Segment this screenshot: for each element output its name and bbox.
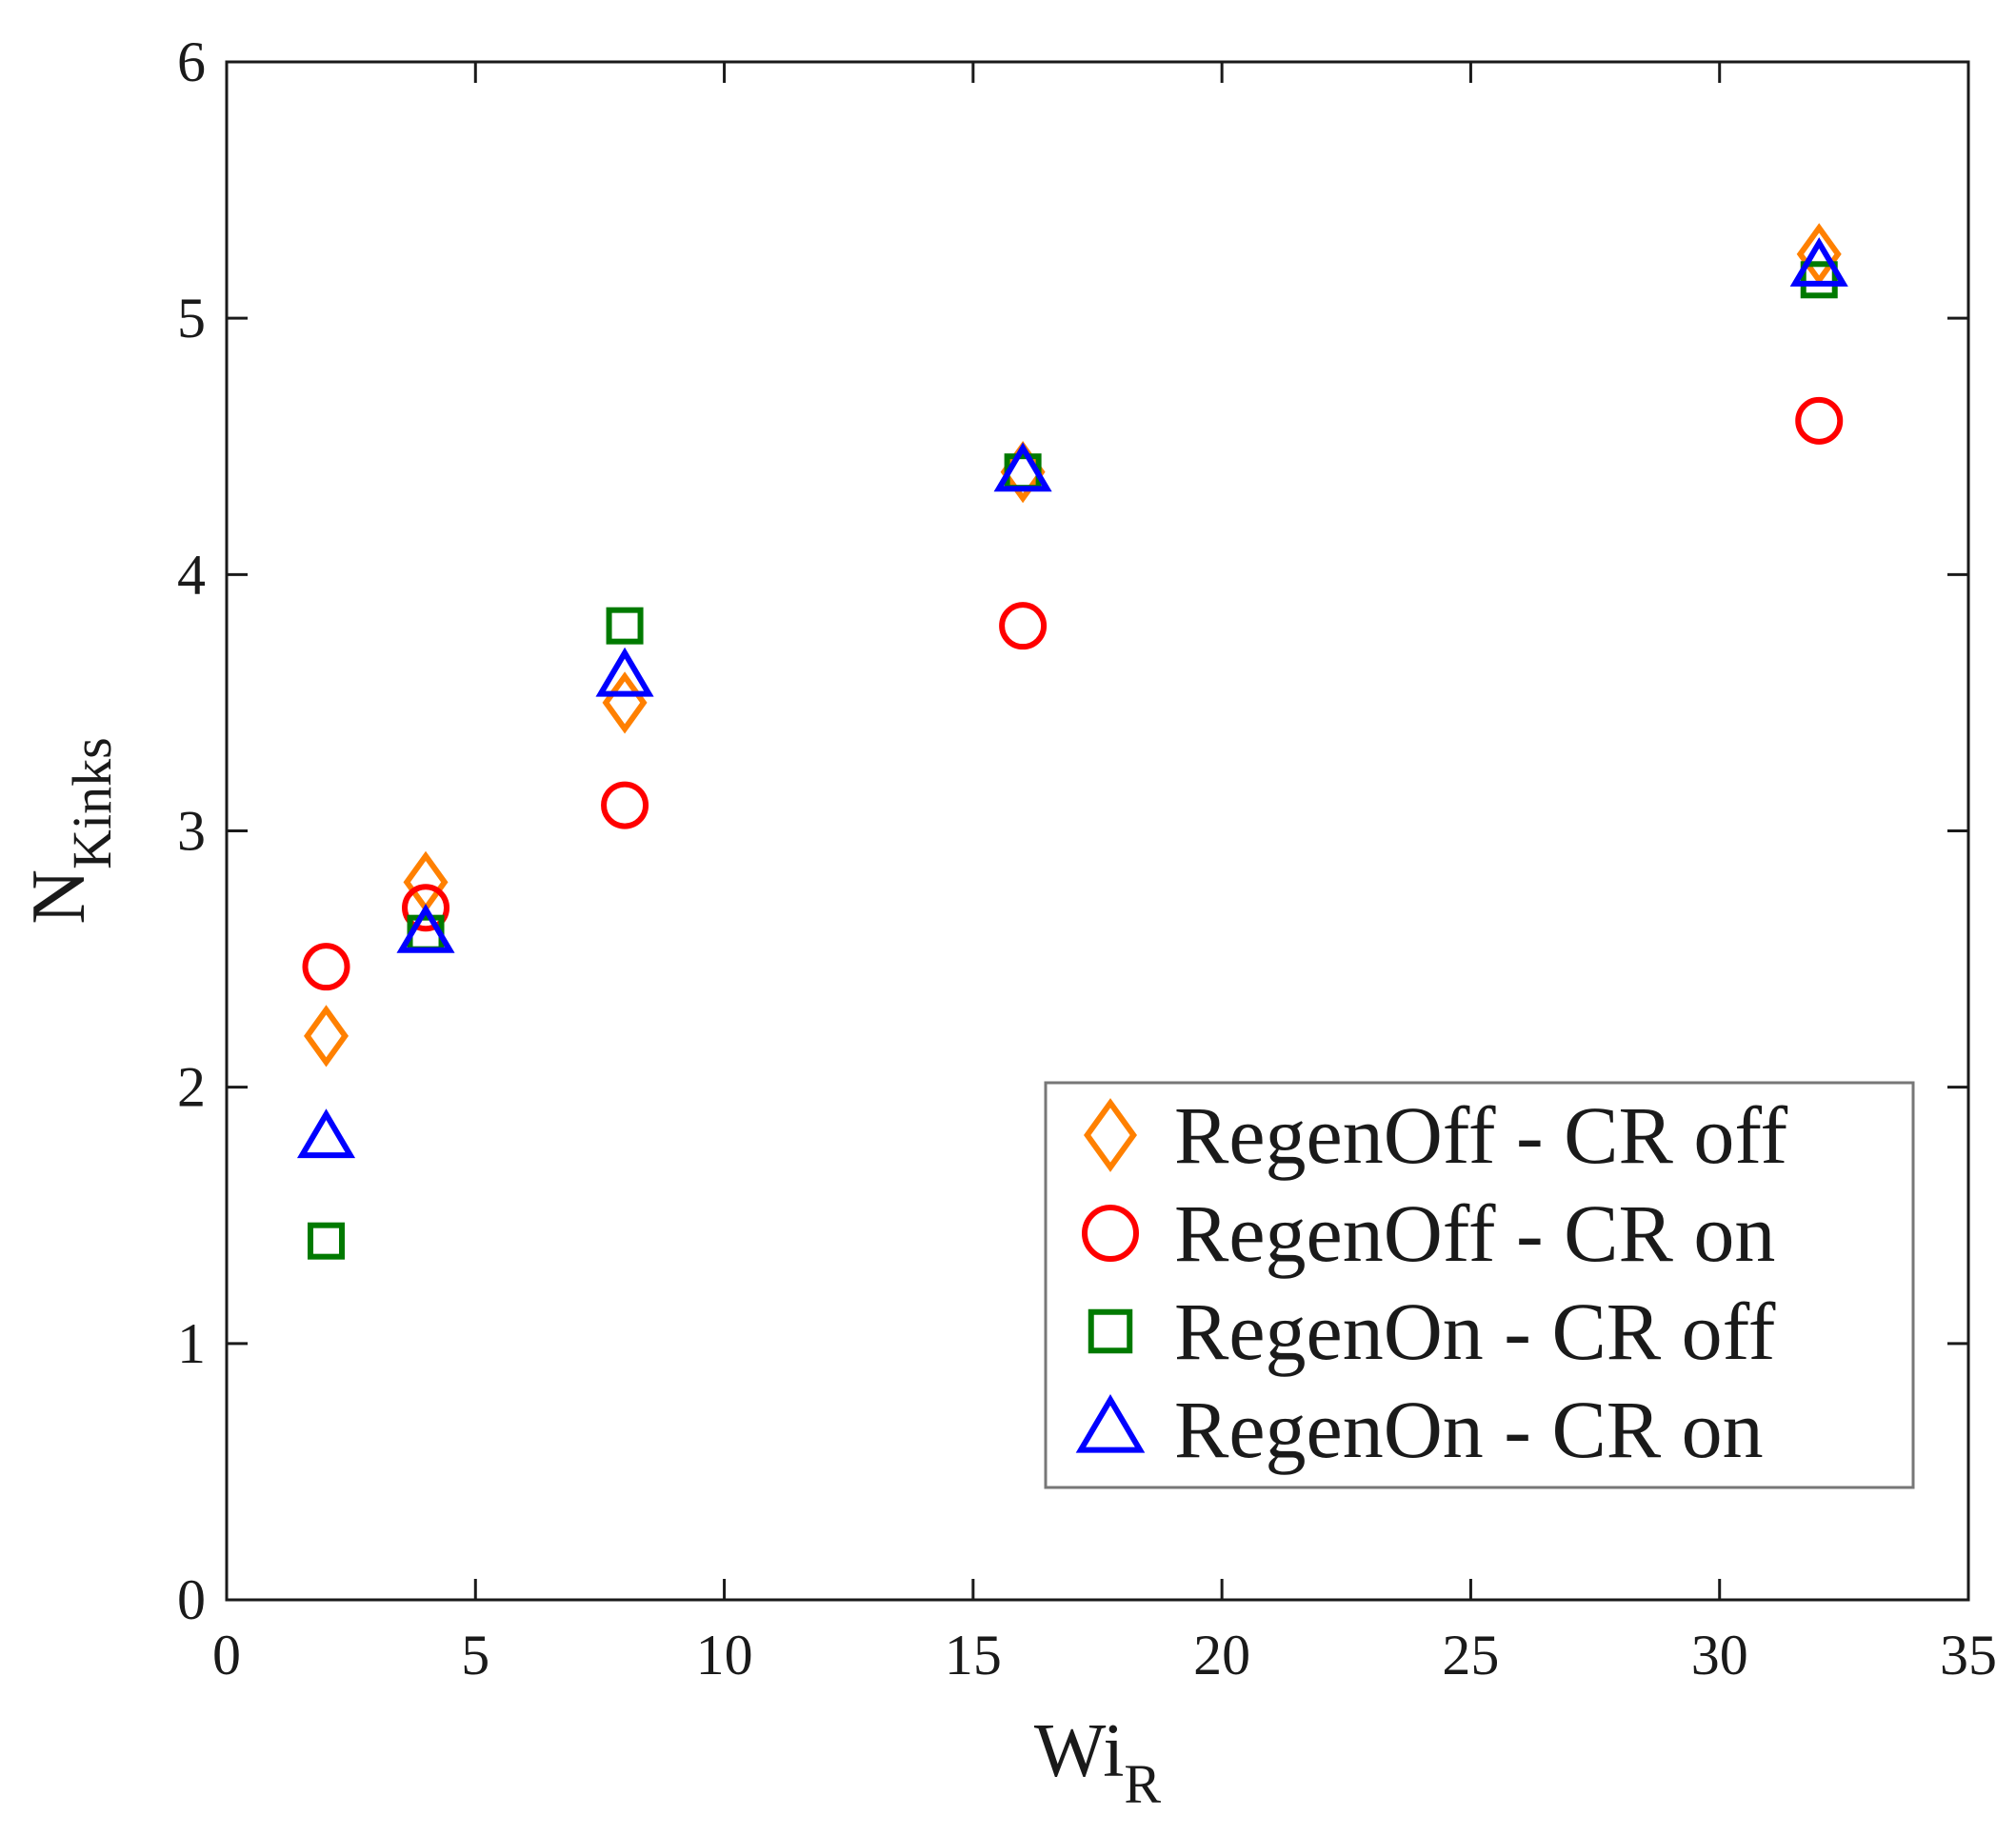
x-tick-label: 35	[1940, 1624, 1997, 1686]
legend-entry: RegenOff - CR on	[1082, 1187, 1775, 1279]
series-circle	[302, 396, 1844, 991]
diamond-point	[1000, 441, 1046, 504]
circle-point	[302, 943, 350, 991]
x-axis-label-main: Wi	[1034, 1709, 1125, 1793]
x-tick-label: 5	[461, 1624, 489, 1686]
circle-point	[402, 884, 450, 932]
data-markers	[296, 223, 1848, 1260]
triangle-point	[396, 903, 455, 953]
legend-label: RegenOff - CR off	[1174, 1089, 1787, 1181]
legend-triangle-icon	[1075, 1394, 1146, 1453]
x-tick-label: 30	[1691, 1624, 1748, 1686]
circle-point	[999, 602, 1048, 650]
y-tick-label: 3	[177, 800, 206, 863]
square-point	[308, 1222, 346, 1260]
square-point	[606, 607, 644, 645]
square-point	[1800, 261, 1838, 299]
y-axis-label: NKinks	[17, 737, 123, 924]
y-axis-label-sub: Kinks	[61, 737, 123, 869]
y-tick-label: 5	[177, 287, 206, 349]
x-tick-label: 25	[1442, 1624, 1499, 1686]
triangle-point	[993, 442, 1052, 492]
legend-square-icon	[1088, 1308, 1133, 1354]
triangle-point	[296, 1108, 356, 1159]
legend-box	[1044, 1081, 1915, 1489]
y-tick-label: 2	[177, 1056, 206, 1119]
series-triangle	[296, 237, 1848, 1159]
y-tick-label: 4	[177, 543, 206, 606]
legend-entry: RegenOn - CR off	[1088, 1286, 1776, 1377]
x-tick-label: 10	[696, 1624, 753, 1686]
x-tick-label: 20	[1193, 1624, 1250, 1686]
triangle-point	[1789, 237, 1848, 287]
triangle-point	[595, 647, 654, 697]
y-axis-label-main: N	[17, 869, 101, 925]
y-tick-label: 1	[177, 1312, 206, 1375]
diamond-point	[304, 1005, 349, 1068]
legend-diamond-icon	[1084, 1098, 1137, 1172]
y-tick-label: 0	[177, 1568, 206, 1631]
legend-label: RegenOn - CR on	[1174, 1384, 1764, 1475]
circle-point	[601, 781, 649, 829]
legend-label: RegenOff - CR on	[1174, 1187, 1775, 1279]
x-axis-label-sub: R	[1124, 1753, 1161, 1815]
legend-label: RegenOn - CR off	[1174, 1286, 1776, 1377]
legend-entry: RegenOff - CR off	[1084, 1089, 1787, 1181]
legend-circle-icon	[1082, 1205, 1139, 1262]
y-tick-label: 6	[177, 30, 206, 93]
x-axis-label: WiR	[1034, 1709, 1162, 1815]
x-tick-label: 0	[212, 1624, 241, 1686]
diamond-point	[1796, 223, 1842, 286]
circle-point	[1795, 396, 1844, 445]
x-tick-label: 15	[945, 1624, 1002, 1686]
axis-ticks: 0 5 10 15 20 25 30 35 0 1 2 3 4 5 6	[177, 30, 1997, 1686]
legend-entry: RegenOn - CR on	[1075, 1384, 1764, 1475]
